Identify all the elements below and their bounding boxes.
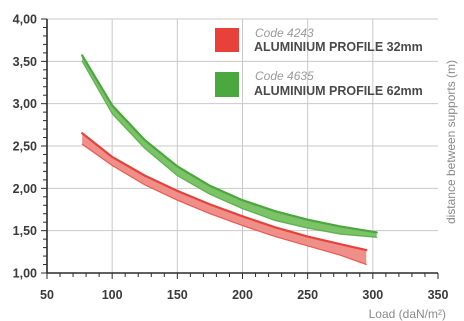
x-tick-label: 100: [102, 288, 123, 302]
y-tick-label: 1,00: [13, 267, 37, 281]
x-axis-title: Load (daN/m²): [369, 307, 446, 321]
tick-labels: 1,00 1,50 2,00 2,50 3,00 3,50 4,00 50 100 150 200 2…: [13, 13, 449, 303]
y-tick-label: 2,50: [13, 140, 37, 154]
x-tick-label: 300: [362, 288, 383, 302]
legend-code-62mm: Code 4635: [255, 69, 314, 83]
axes: [41, 18, 439, 279]
x-tick-label: 250: [297, 288, 318, 302]
legend-swatch-32mm: [215, 28, 239, 52]
legend-swatch-62mm: [215, 72, 239, 97]
y-tick-label: 4,00: [13, 13, 37, 27]
x-tick-label: 200: [232, 288, 253, 302]
x-tick-label: 350: [428, 288, 449, 302]
legend-code-32mm: Code 4243: [255, 26, 314, 40]
series-lower-line-1: [81, 60, 378, 238]
series-band-0: [82, 133, 367, 265]
x-tick-label: 50: [40, 288, 54, 302]
series-lower-line-0: [81, 143, 367, 266]
series-upper-line-0: [81, 132, 368, 252]
y-tick-label: 2,00: [13, 182, 37, 196]
series-band-1: [82, 55, 377, 238]
legend: Code 4243 ALUMINIUM PROFILE 32mm Code 46…: [215, 26, 423, 98]
x-tick-label: 150: [167, 288, 188, 302]
legend-name-62mm: ALUMINIUM PROFILE 62mm: [254, 84, 423, 98]
y-axis-title: distance between supports (m): [444, 60, 458, 224]
series-upper-line-1: [81, 54, 378, 234]
y-tick-label: 3,00: [13, 97, 37, 111]
grid: [47, 18, 438, 273]
series-bands: [81, 54, 378, 266]
y-tick-label: 3,50: [13, 55, 37, 69]
y-tick-label: 1,50: [13, 224, 37, 238]
legend-name-32mm: ALUMINIUM PROFILE 32mm: [254, 40, 423, 54]
